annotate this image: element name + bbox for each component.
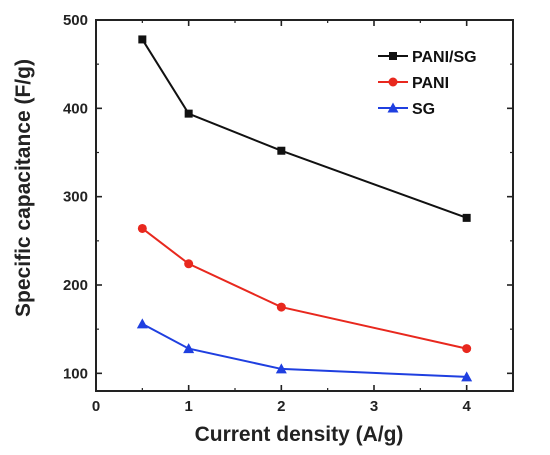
legend-label-sg: SG	[412, 101, 435, 118]
y-tick-label: 100	[63, 365, 88, 382]
x-tick-label: 0	[92, 398, 100, 415]
legend-label-pani-sg: PANI/SG	[412, 49, 477, 66]
plot-frame	[95, 19, 514, 392]
y-axis-title: Specific capacitance (F/g)	[12, 59, 35, 317]
data-point-pani	[276, 302, 286, 312]
y-tick-label: 200	[63, 277, 88, 294]
legend-swatch-marker	[388, 77, 398, 87]
series-pani-sg	[138, 35, 471, 222]
data-point-sg	[183, 343, 195, 354]
legend-item-pani-sg: PANI/SG	[378, 49, 477, 66]
series-layer	[136, 35, 473, 382]
legend-item-pani: PANI	[378, 75, 449, 92]
x-tick-label: 2	[277, 398, 285, 415]
y-tick-label: 500	[63, 12, 88, 29]
data-point-sg	[275, 363, 287, 374]
data-point-pani-sg	[138, 35, 147, 44]
series-sg	[136, 318, 473, 382]
legend: PANI/SG PANI SG	[378, 49, 477, 118]
data-point-sg	[461, 371, 473, 382]
x-axis-title: Current density (A/g)	[195, 423, 404, 446]
x-tick-label: 4	[462, 398, 471, 415]
series-line-pani-sg	[141, 38, 468, 219]
y-tick-label: 400	[63, 100, 88, 117]
series-pani	[137, 223, 472, 354]
data-point-pani-sg	[462, 213, 471, 222]
data-point-sg	[136, 318, 148, 329]
series-line-pani	[141, 227, 467, 350]
legend-label-pani: PANI	[412, 75, 449, 92]
legend-swatch-marker	[389, 52, 397, 60]
x-tick-label: 3	[370, 398, 378, 415]
data-point-pani	[462, 344, 472, 354]
data-point-pani-sg	[184, 109, 193, 118]
x-tick-label: 1	[184, 398, 192, 415]
legend-swatch-marker	[387, 102, 399, 113]
series-line-sg	[141, 322, 467, 378]
data-point-pani	[184, 259, 194, 269]
data-point-pani	[137, 223, 147, 233]
y-tick-label: 300	[63, 189, 88, 206]
legend-item-sg: SG	[378, 101, 435, 118]
data-point-pani-sg	[277, 146, 286, 155]
axes: 0 1 2 3 4 100 200 300 400 500	[63, 12, 514, 415]
